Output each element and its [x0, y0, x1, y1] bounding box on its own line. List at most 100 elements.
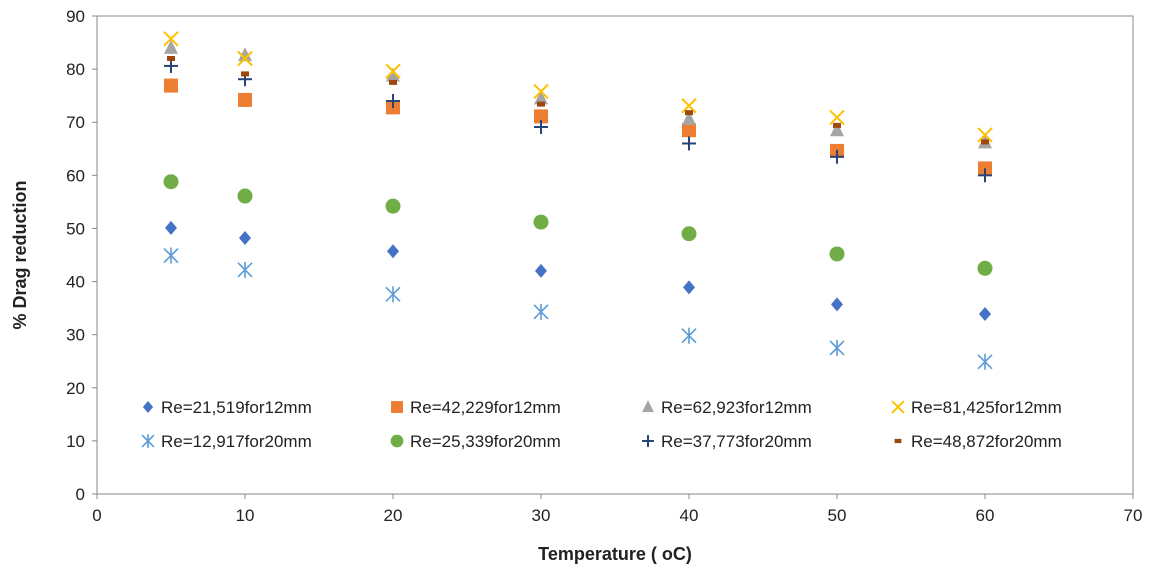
legend-item: Re=12,917for20mm: [141, 432, 312, 451]
x-tick-label: 0: [92, 506, 101, 525]
data-point: [829, 246, 845, 262]
legend-item: Re=37,773for20mm: [642, 432, 812, 451]
data-point: [387, 244, 399, 259]
legend-marker: [642, 435, 654, 447]
legend-label: Re=42,229for12mm: [410, 398, 561, 417]
data-point: [681, 327, 697, 344]
series-1: [164, 78, 992, 176]
legend-marker: [390, 434, 404, 448]
data-point: [981, 139, 989, 145]
data-point: [683, 280, 695, 295]
data-point: [977, 353, 993, 370]
data-point: [535, 263, 547, 278]
data-point: [241, 71, 249, 77]
data-point: [533, 83, 549, 100]
y-axis-title: % Drag reduction: [10, 180, 30, 329]
data-point: [533, 214, 549, 230]
data-point: [385, 286, 401, 303]
data-point: [164, 39, 178, 54]
legend-item: Re=25,339for20mm: [390, 432, 561, 451]
legend-label: Re=25,339for20mm: [410, 432, 561, 451]
y-axis: 0 10 20 30 40 50 60 70 80 90: [66, 7, 97, 504]
data-point: [167, 55, 175, 61]
y-tick-label: 20: [66, 379, 85, 398]
data-point: [534, 109, 548, 124]
legend-item: Re=81,425for12mm: [891, 398, 1062, 417]
data-point: [978, 168, 992, 183]
data-point: [163, 174, 179, 190]
x-axis-title: Temperature ( oC): [538, 544, 692, 564]
data-point: [534, 90, 548, 105]
data-point: [239, 231, 251, 246]
data-point: [385, 198, 401, 214]
data-point: [237, 188, 253, 204]
legend-marker: [642, 400, 654, 413]
x-tick-label: 30: [532, 506, 551, 525]
data-point: [830, 122, 844, 137]
x-tick-label: 10: [236, 506, 255, 525]
data-point: [534, 120, 548, 135]
data-point: [829, 339, 845, 356]
y-tick-label: 10: [66, 432, 85, 451]
plot-area: [96, 15, 1134, 495]
series-3: [163, 31, 993, 143]
data-point: [163, 31, 179, 47]
legend-item: Re=21,519for12mm: [142, 398, 312, 417]
data-point: [682, 111, 696, 126]
data-point: [977, 127, 993, 143]
data-point: [386, 93, 400, 108]
legend-label: Re=12,917for20mm: [161, 432, 312, 451]
legend-item: Re=48,872for20mm: [894, 432, 1062, 451]
y-tick-label: 60: [66, 166, 85, 185]
x-tick-label: 60: [976, 506, 995, 525]
x-tick-label: 50: [828, 506, 847, 525]
legend: Re=21,519for12mm Re=42,229for12mm Re=62,92…: [141, 398, 1062, 451]
data-point: [533, 303, 549, 320]
data-point: [833, 122, 841, 128]
legend-label: Re=37,773for20mm: [661, 432, 812, 451]
x-tick-label: 70: [1124, 506, 1143, 525]
data-point: [238, 92, 252, 107]
legend-marker: [142, 401, 154, 413]
plot-border: [96, 15, 1134, 495]
legend-label: Re=62,923for12mm: [661, 398, 812, 417]
legend-label: Re=81,425for12mm: [911, 398, 1062, 417]
data-point: [164, 78, 178, 93]
y-tick-label: 80: [66, 60, 85, 79]
series-5: [163, 174, 993, 276]
x-tick-label: 20: [384, 506, 403, 525]
y-tick-label: 0: [76, 485, 85, 504]
legend-marker: [891, 400, 905, 414]
data-point: [389, 79, 397, 85]
legend-item: Re=62,923for12mm: [642, 398, 812, 417]
series-7: [167, 55, 989, 145]
data-point: [682, 123, 696, 138]
data-point: [164, 58, 178, 73]
data-point: [237, 261, 253, 278]
series-2: [164, 39, 992, 149]
series-0: [165, 220, 991, 321]
data-point: [238, 47, 252, 62]
legend-marker: [894, 438, 902, 444]
y-tick-label: 90: [66, 7, 85, 26]
series-6: [164, 58, 992, 183]
data-point: [681, 98, 697, 114]
data-point: [237, 50, 253, 67]
legend-marker: [391, 401, 403, 413]
data-point: [830, 149, 844, 164]
data-point: [829, 109, 845, 126]
data-point: [681, 226, 697, 242]
data-point: [537, 101, 545, 107]
data-point: [831, 297, 843, 312]
x-tick-label: 40: [680, 506, 699, 525]
y-tick-label: 50: [66, 219, 85, 238]
data-point: [977, 260, 993, 276]
series-4: [163, 247, 993, 370]
x-axis: 0 10 20 30 40 50 60 70: [92, 494, 1142, 525]
data-point: [163, 247, 179, 264]
data-point: [682, 136, 696, 151]
y-tick-label: 40: [66, 273, 85, 292]
data-point: [386, 67, 400, 82]
y-tick-label: 30: [66, 326, 85, 345]
